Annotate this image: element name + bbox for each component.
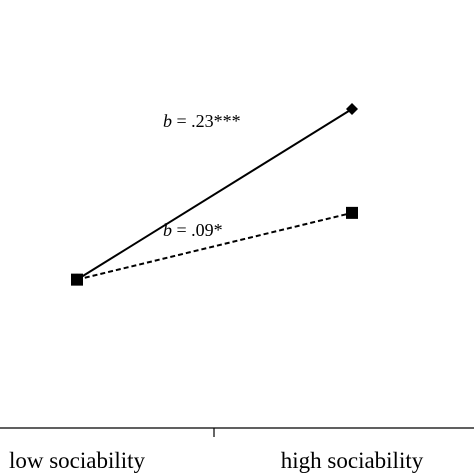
series-1-line (76, 211, 353, 281)
x-tick-label-0: low sociability (9, 448, 146, 473)
series-1-slope-label: b = .09* (163, 220, 223, 240)
x-tick-label-1: high sociability (281, 448, 424, 473)
series-layer (71, 103, 358, 286)
x-tick-labels: low sociability high sociability (9, 428, 424, 473)
series-0-line (76, 108, 353, 281)
annotation-layer: b = .23*** b = .09* (163, 111, 241, 240)
series-1-point-0 (71, 273, 83, 286)
series-0-point-1 (346, 103, 358, 116)
series-0-slope-label: b = .23*** (163, 111, 241, 131)
series-1-point-1 (346, 206, 358, 219)
